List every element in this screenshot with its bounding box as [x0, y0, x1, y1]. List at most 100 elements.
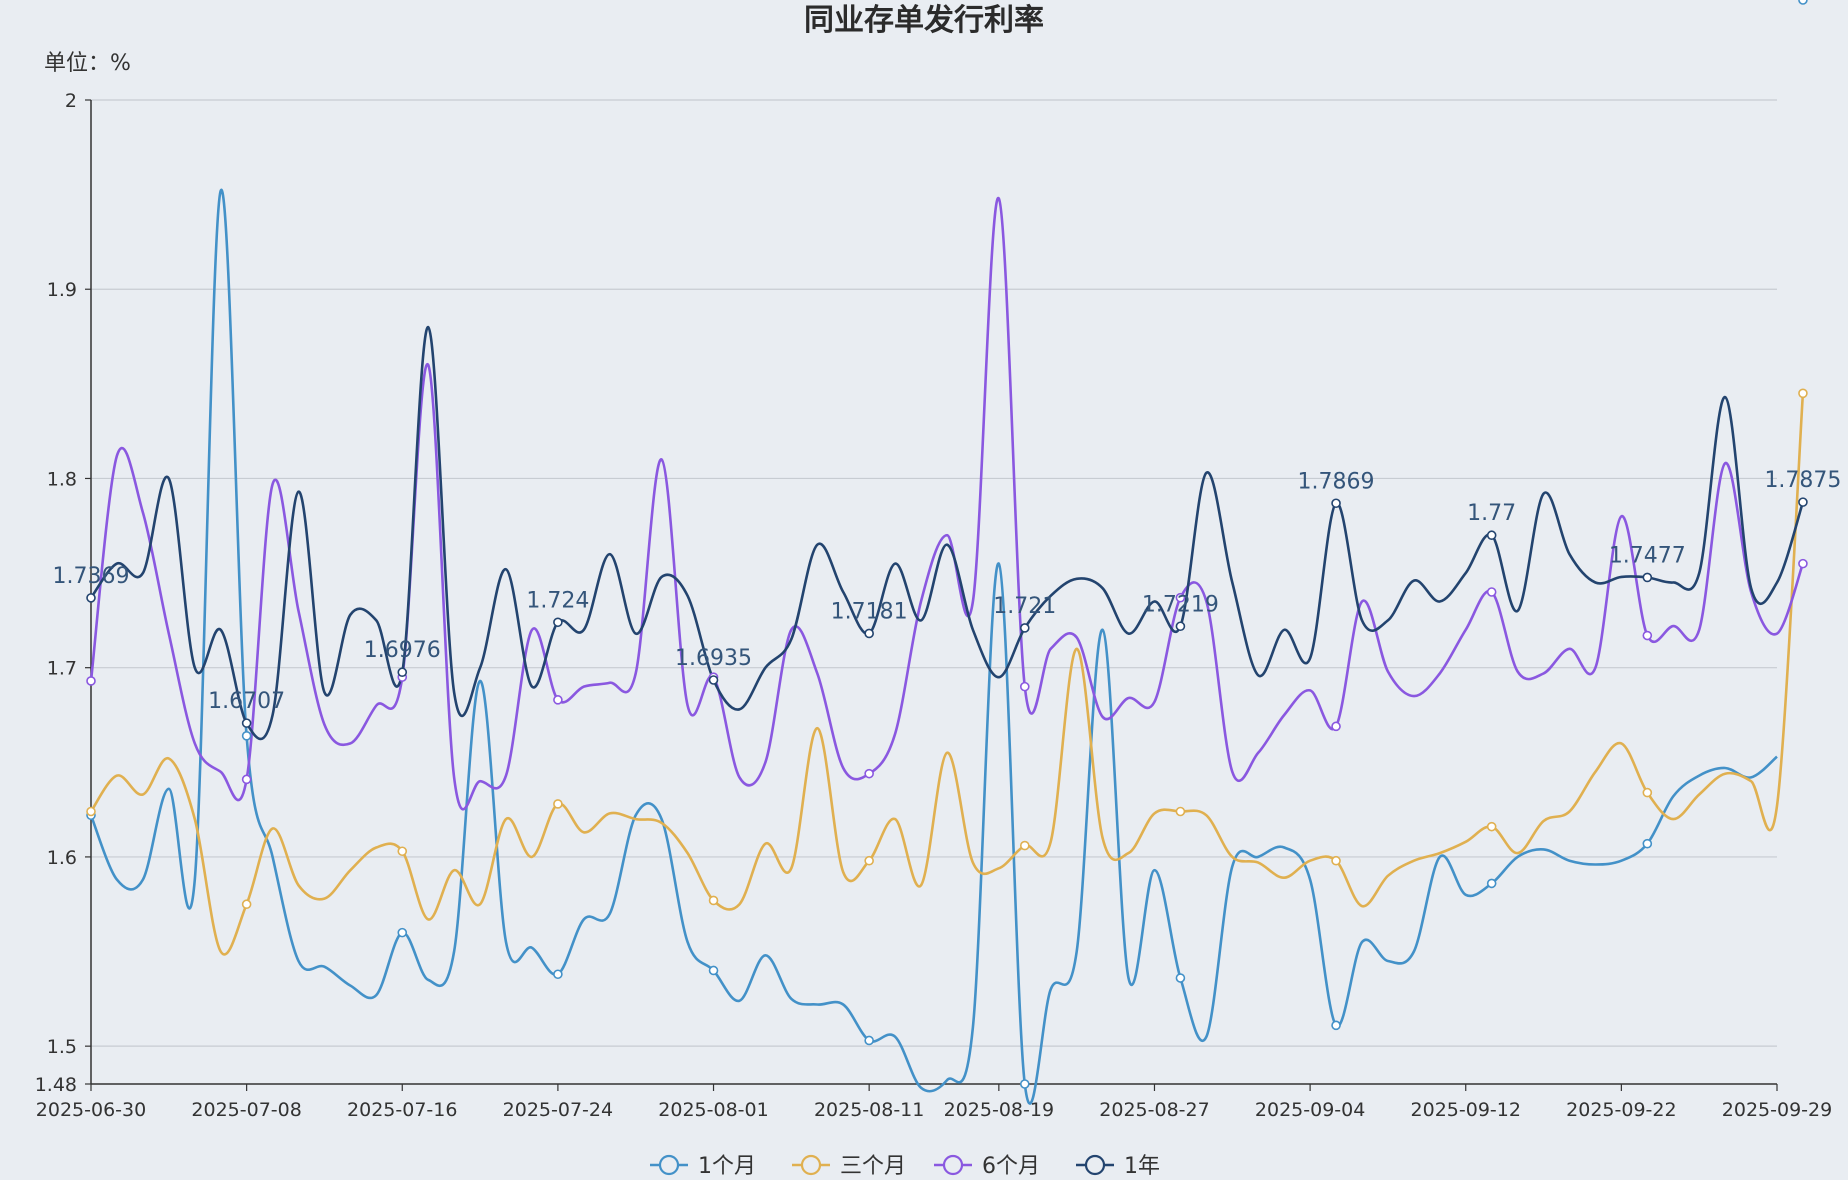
data-point — [86, 593, 96, 603]
legend-label: 1年 — [1124, 1154, 1160, 1179]
x-tick-label: 2025-07-08 — [191, 1099, 301, 1121]
data-point — [1331, 1020, 1341, 1031]
data-label: 1.7477 — [1609, 543, 1686, 568]
data-point — [708, 895, 719, 906]
data-point — [397, 667, 408, 678]
data-label: 1.6707 — [208, 689, 285, 714]
data-label: 1.7369 — [53, 564, 130, 589]
data-point — [1331, 498, 1341, 509]
x-tick-label: 2025-08-19 — [944, 1099, 1054, 1121]
data-point — [86, 676, 96, 686]
data-point — [86, 806, 96, 817]
legend-marker — [658, 1154, 680, 1176]
data-point — [1642, 630, 1653, 641]
legend-marker — [942, 1154, 964, 1176]
data-point — [1331, 721, 1341, 732]
data-point — [1486, 587, 1497, 597]
data-point — [1486, 530, 1497, 541]
series-line-1 — [89, 188, 1778, 1105]
data-point — [1331, 855, 1341, 866]
y-tick-label: 2 — [65, 90, 77, 112]
data-label: 1.77 — [1467, 501, 1516, 526]
data-point — [1175, 621, 1186, 632]
data-label: 1.6976 — [364, 638, 441, 663]
x-tick-label: 2025-06-30 — [36, 1099, 146, 1121]
data-point — [1642, 838, 1653, 849]
data-point — [553, 969, 563, 980]
data-point — [241, 899, 252, 910]
axes: 1.48 1.5 1.6 1.7 1.8 1.9 2 2025-06-30 2025-07-08… — [35, 90, 1833, 1121]
x-tick-label: 2025-07-24 — [503, 1099, 613, 1121]
legend-item-3[interactable]: 6个月 — [934, 1154, 1040, 1179]
data-point — [1798, 388, 1808, 399]
x-tick-label: 2025-08-27 — [1099, 1099, 1209, 1121]
y-tick-label: 1.9 — [47, 279, 77, 301]
data-point — [1019, 623, 1030, 633]
data-label: 1.6935 — [675, 646, 752, 671]
data-labels: 1.7369 1.6707 1.6976 1.724 1.6935 1.7181 1.721… — [53, 468, 1842, 714]
legend-label: 三个月 — [840, 1154, 906, 1179]
legend-label: 1个月 — [698, 1154, 756, 1179]
data-point — [1019, 1079, 1030, 1089]
data-point — [241, 731, 252, 741]
data-point — [1798, 558, 1808, 569]
data-point — [553, 695, 563, 705]
legend-marker — [800, 1154, 822, 1176]
data-point — [708, 675, 719, 685]
data-point — [1019, 681, 1030, 692]
x-tick-label: 2025-09-04 — [1255, 1099, 1365, 1121]
data-point — [1642, 787, 1653, 798]
x-tick-label: 2025-09-22 — [1566, 1099, 1676, 1121]
legend-marker — [1084, 1154, 1106, 1176]
series-line-2 — [89, 393, 1805, 956]
x-tick-label: 2025-07-16 — [347, 1099, 457, 1121]
data-point — [1798, 497, 1808, 507]
x-tick-label: 2025-09-29 — [1722, 1099, 1832, 1121]
unit-label: 单位：% — [44, 51, 131, 76]
data-label: 1.7875 — [1764, 468, 1841, 493]
data-point — [1175, 806, 1186, 817]
data-point — [241, 718, 252, 728]
series-layer — [89, 188, 1805, 1105]
data-point — [1486, 878, 1497, 889]
chart-title: 同业存单发行利率 — [804, 3, 1044, 38]
legend-label: 6个月 — [982, 1154, 1040, 1179]
legend[interactable]: 1个月 三个月 6个月 1年 — [650, 1154, 1160, 1179]
y-tick-label: 1.8 — [47, 468, 77, 490]
markers-layer — [86, 0, 1808, 1089]
data-label: 1.7869 — [1298, 469, 1375, 494]
y-tick-label: 1.5 — [47, 1036, 77, 1058]
data-point — [553, 617, 563, 628]
data-point — [1486, 821, 1497, 832]
x-tick-label: 2025-08-01 — [658, 1099, 768, 1121]
data-point — [241, 774, 252, 785]
data-point — [864, 628, 874, 639]
data-point — [397, 846, 408, 857]
y-tick-label: 1.6 — [47, 847, 77, 869]
legend-item-4[interactable]: 1年 — [1076, 1154, 1160, 1179]
legend-item-2[interactable]: 三个月 — [792, 1154, 906, 1179]
data-point — [708, 965, 719, 976]
data-label: 1.724 — [526, 588, 589, 613]
data-point — [864, 855, 874, 866]
data-point — [1175, 973, 1186, 983]
legend-item-1[interactable]: 1个月 — [650, 1154, 756, 1179]
data-label: 1.721 — [993, 594, 1056, 619]
data-point — [1175, 592, 1186, 603]
data-point — [1019, 840, 1030, 851]
data-point — [553, 799, 563, 809]
data-point — [397, 927, 408, 938]
data-label: 1.7219 — [1142, 592, 1219, 617]
y-tick-label: 1.7 — [47, 658, 77, 680]
data-point — [1798, 0, 1808, 5]
data-point — [864, 768, 874, 779]
x-tick-label: 2025-09-12 — [1411, 1099, 1521, 1121]
data-label: 1.7181 — [831, 599, 908, 624]
y-tick-label: 1.48 — [35, 1074, 77, 1096]
series-line-4 — [89, 325, 1805, 741]
data-point — [1642, 572, 1653, 583]
data-point — [864, 1035, 874, 1046]
x-tick-label: 2025-08-11 — [814, 1099, 924, 1121]
grid-lines — [91, 99, 1777, 1047]
